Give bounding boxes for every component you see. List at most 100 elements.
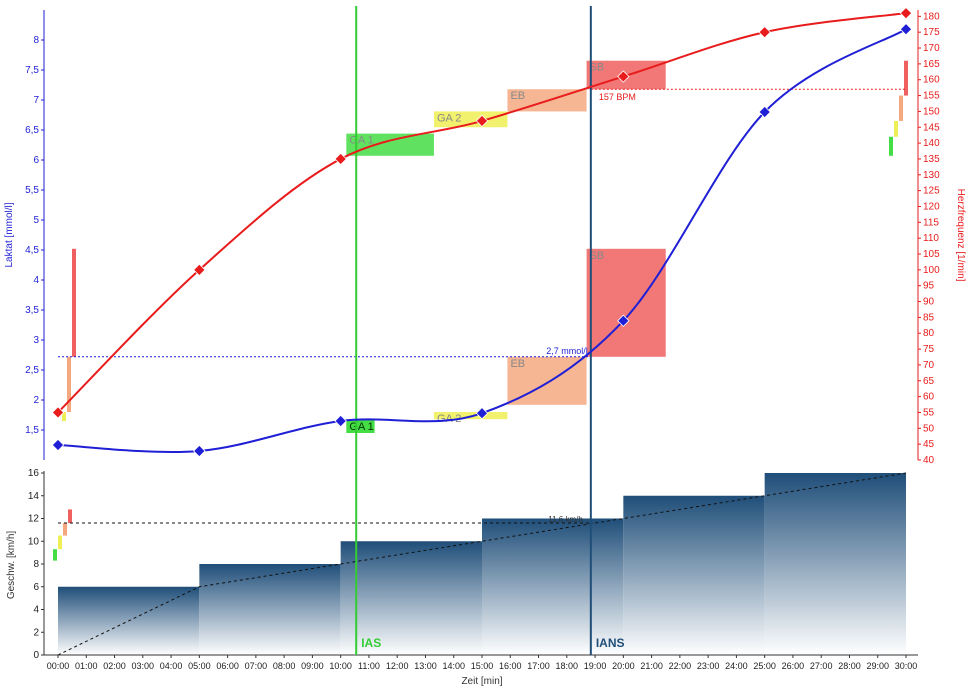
time-tick-label: 00:00: [47, 661, 70, 671]
heart-rate-point: [334, 152, 347, 166]
speed-tick-label: 2: [33, 627, 39, 638]
time-tick-label: 16:00: [499, 661, 522, 671]
speed-tick-label: 14: [28, 491, 40, 502]
lactate-tick-label: 5,5: [25, 185, 39, 196]
heart-rate-tick-label: 50: [923, 423, 935, 434]
time-tick-label: 30:00: [895, 661, 918, 671]
lactate-point: [334, 414, 347, 428]
speed-tick-label: 4: [33, 605, 39, 616]
heart-rate-tick-label: 65: [923, 376, 935, 387]
time-tick-label: 07:00: [245, 661, 268, 671]
time-tick-label: 05:00: [188, 661, 211, 671]
time-tick-label: 21:00: [640, 661, 663, 671]
speed-zone-marker: [68, 509, 72, 524]
zone-heart-rate-label: EB: [510, 90, 525, 102]
heart-rate-tick-label: 180: [923, 11, 940, 22]
lactate-line: [57, 28, 907, 454]
speed-step-bar: [482, 518, 624, 655]
heart-rate-threshold-label: 157 BPM: [599, 92, 636, 102]
time-tick-label: 02:00: [103, 661, 126, 671]
heart-rate-zone-marker: [889, 136, 893, 156]
time-tick-label: 25:00: [753, 661, 776, 671]
heart-rate-tick-label: 105: [923, 249, 940, 260]
time-tick-label: 13:00: [414, 661, 437, 671]
lactate-point: [758, 105, 771, 119]
lactate-tick-label: 7: [33, 95, 39, 106]
heart-rate-tick-label: 60: [923, 392, 935, 403]
heart-rate-tick-label: 115: [923, 217, 939, 228]
heart-rate-tick-label: 40: [923, 455, 935, 466]
lactate-axis-label: Laktat [mmol/l]: [4, 202, 15, 267]
time-tick-label: 08:00: [273, 661, 296, 671]
heart-rate-point: [51, 406, 65, 419]
heart-rate-point: [617, 70, 630, 83]
speed-zone-marker: [63, 523, 67, 536]
speed-step-bar: [340, 541, 482, 655]
speed-zone-marker: [58, 535, 62, 550]
lactate-tick-label: 6: [33, 155, 39, 166]
time-tick-label: 14:00: [442, 661, 465, 671]
heart-rate-tick-label: 70: [923, 360, 935, 371]
lactate-tick-label: 6,5: [25, 125, 39, 136]
speed-tick-label: 8: [33, 559, 39, 570]
time-tick-label: 09:00: [301, 661, 324, 671]
heart-rate-tick-label: 120: [923, 201, 940, 212]
heart-rate-tick-label: 85: [923, 312, 935, 323]
heart-rate-tick-label: 55: [923, 407, 935, 418]
time-tick-label: 17:00: [527, 661, 550, 671]
time-axis-label: Zeit [min]: [461, 676, 502, 687]
lactate-zone-marker: [62, 412, 66, 421]
speed-tick-label: 10: [28, 536, 40, 547]
speed-tick-label: 0: [33, 650, 39, 661]
lactate-point: [475, 406, 489, 420]
heart-rate-tick-label: 125: [923, 186, 940, 197]
heart-rate-tick-label: 150: [923, 106, 940, 117]
speed-threshold-label: 11,6 km/h: [548, 515, 583, 524]
time-tick-label: 03:00: [132, 661, 155, 671]
time-tick-label: 27:00: [810, 661, 833, 671]
time-tick-label: 29:00: [866, 661, 889, 671]
time-tick-label: 18:00: [556, 661, 579, 671]
lactate-tick-label: 2,5: [25, 365, 39, 376]
heart-rate-line: [57, 12, 907, 414]
lactate-tick-label: 5: [33, 215, 39, 226]
speed-tick-label: 16: [28, 468, 40, 479]
heart-rate-tick-label: 155: [923, 91, 940, 102]
ias-label: IAS: [361, 636, 381, 650]
lactate-tick-label: 3,5: [25, 305, 39, 316]
time-tick-label: 04:00: [160, 661, 183, 671]
lactate-point: [899, 22, 913, 36]
lactate-tick-label: 1,5: [25, 425, 39, 436]
heart-rate-tick-label: 95: [923, 281, 935, 292]
time-tick-label: 22:00: [669, 661, 692, 671]
zone-lactate-label: SB: [590, 250, 605, 262]
heart-rate-tick-label: 75: [923, 344, 935, 355]
lactate-zone-marker: [67, 356, 71, 412]
time-tick-label: 20:00: [612, 661, 635, 671]
heart-rate-tick-label: 135: [923, 154, 940, 165]
heart-rate-tick-label: 165: [923, 59, 940, 70]
lactate-tick-label: 4,5: [25, 245, 39, 256]
lactate-tick-label: 4: [33, 275, 39, 286]
lactate-point: [51, 438, 65, 452]
time-tick-label: 01:00: [75, 661, 98, 671]
heart-rate-axis-label: Herzfrequenz [1/min]: [955, 189, 966, 282]
lactate-point: [193, 444, 206, 458]
heart-rate-tick-label: 140: [923, 138, 940, 149]
zone-lactate-label: GA 1: [349, 421, 373, 433]
time-tick-label: 26:00: [782, 661, 805, 671]
heart-rate-tick-label: 170: [923, 43, 940, 54]
heart-rate-point: [193, 263, 206, 277]
zone-heart-rate-box: [346, 133, 434, 156]
lactate-tick-label: 8: [33, 35, 39, 46]
heart-rate-tick-label: 110: [923, 233, 939, 244]
time-tick-label: 10:00: [329, 661, 352, 671]
heart-rate-tick-label: 90: [923, 297, 935, 308]
heart-rate-tick-label: 145: [923, 122, 940, 133]
time-tick-label: 06:00: [216, 661, 239, 671]
lactate-point: [617, 314, 630, 328]
time-tick-label: 12:00: [386, 661, 409, 671]
speed-step-bar: [764, 473, 906, 655]
